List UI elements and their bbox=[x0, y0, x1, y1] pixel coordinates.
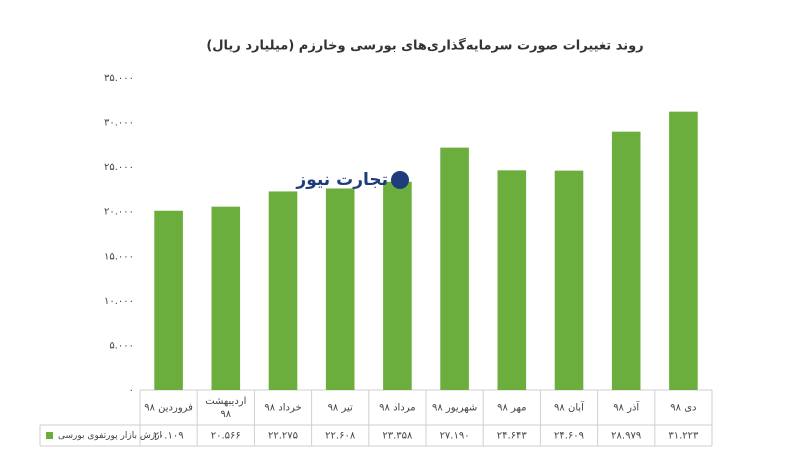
y-tick-label: ۱۰.۰۰۰ bbox=[104, 296, 134, 307]
value-label: ۲۲.۶۰۸ bbox=[325, 431, 356, 442]
bar bbox=[325, 188, 355, 390]
bar bbox=[211, 206, 241, 390]
y-tick-label: ۰ bbox=[129, 385, 134, 396]
x-tick-label: آذر ۹۸ bbox=[613, 401, 640, 414]
value-label: ۳۱.۲۲۳ bbox=[668, 431, 699, 442]
x-tick-label: شهریور ۹۸ bbox=[432, 403, 477, 414]
x-tick-label: دی ۹۸ bbox=[670, 403, 696, 414]
bar bbox=[268, 191, 298, 390]
legend-swatch bbox=[46, 432, 53, 439]
y-tick-label: ۵.۰۰۰ bbox=[109, 340, 134, 351]
watermark-text: تجارت نیوز bbox=[295, 170, 388, 190]
x-tick-label: فروردین ۹۸ bbox=[144, 403, 193, 414]
y-tick-label: ۲۰.۰۰۰ bbox=[104, 207, 134, 218]
value-label: ۲۰.۵۶۶ bbox=[211, 431, 241, 442]
value-label: ۲۳.۳۵۸ bbox=[382, 431, 413, 442]
bar bbox=[440, 147, 469, 390]
x-tick-label: خرداد ۹۸ bbox=[264, 403, 301, 414]
bar bbox=[497, 170, 527, 390]
y-tick-label: ۳۵.۰۰۰ bbox=[104, 73, 134, 84]
value-label: ۲۸.۹۷۹ bbox=[611, 431, 641, 442]
y-tick-label: ۳۰.۰۰۰ bbox=[104, 118, 134, 129]
watermark-icon bbox=[391, 171, 409, 189]
value-label: ۲۴.۶۴۳ bbox=[497, 431, 528, 442]
x-tick-label: تیر ۹۸ bbox=[328, 403, 353, 414]
x-tick-label: اردیبهشت ۹۸ bbox=[205, 396, 246, 420]
x-tick-label: مهر ۹۸ bbox=[497, 403, 526, 414]
chart-title: روند تغییرات صورت سرمایه‌گذاری‌های بورسی… bbox=[206, 38, 643, 54]
bar bbox=[554, 170, 584, 390]
bar bbox=[669, 111, 698, 391]
value-label: ۲۴.۶۰۹ bbox=[554, 431, 584, 442]
x-tick-label: آبان ۹۸ bbox=[554, 401, 585, 414]
bar bbox=[611, 131, 641, 390]
value-label: ۲۷.۱۹۰ bbox=[440, 431, 470, 442]
x-tick-label: مرداد ۹۸ bbox=[379, 403, 416, 414]
watermark: تجارت نیوز bbox=[295, 170, 409, 190]
value-label: ۲۲.۲۷۵ bbox=[268, 431, 298, 442]
bar bbox=[383, 181, 412, 390]
value-label: ۲۰.۱۰۹ bbox=[154, 431, 184, 442]
bar bbox=[154, 210, 183, 390]
y-tick-label: ۱۵.۰۰۰ bbox=[104, 251, 134, 262]
legend-label: ارزش بازار پورتفوی بورسی bbox=[58, 431, 162, 441]
y-tick-label: ۲۵.۰۰۰ bbox=[104, 162, 134, 173]
